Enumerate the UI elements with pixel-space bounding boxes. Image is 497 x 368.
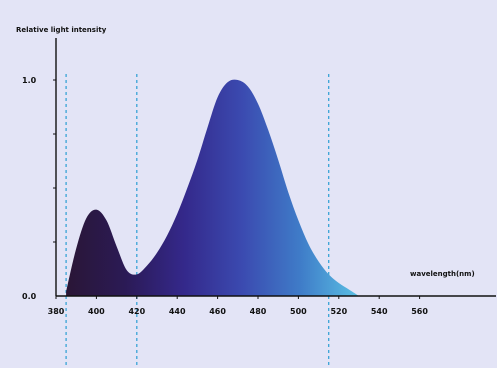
x-tick-label-3: 440 xyxy=(169,307,186,316)
y-axis-title: Relative light intensity xyxy=(16,26,107,34)
x-tick-label-0: 380 xyxy=(48,307,65,316)
x-tick-label-9: 560 xyxy=(411,307,428,316)
x-axis-title: wavelength(nm) xyxy=(410,270,475,278)
spectrum-area xyxy=(66,79,359,296)
x-tick-label-7: 520 xyxy=(330,307,347,316)
x-tick-label-6: 500 xyxy=(290,307,307,316)
x-tick-label-2: 420 xyxy=(128,307,145,316)
x-tick-label-1: 400 xyxy=(88,307,105,316)
y-tick-label-1: 1.0 xyxy=(22,76,37,85)
x-tick-label-5: 480 xyxy=(250,307,267,316)
y-tick-label-0: 0.0 xyxy=(22,292,37,301)
x-tick-label-8: 540 xyxy=(371,307,388,316)
x-tick-label-4: 460 xyxy=(209,307,226,316)
